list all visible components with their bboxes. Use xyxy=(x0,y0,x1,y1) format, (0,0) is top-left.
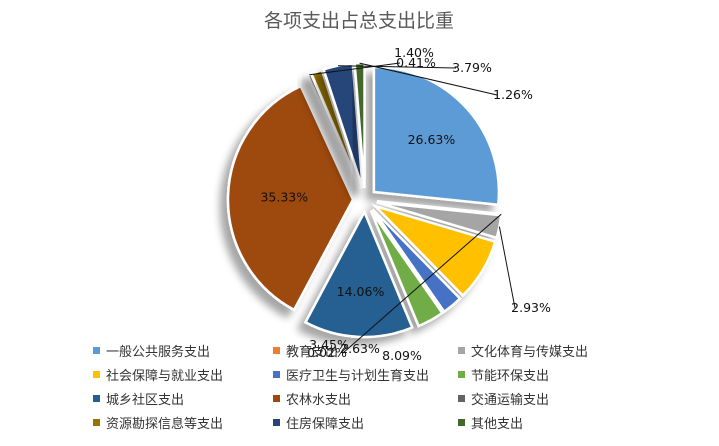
legend-label: 医疗卫生与计划生育支出 xyxy=(286,368,429,384)
data-label-8: 35.33% xyxy=(260,190,308,205)
legend-item-2: 教育支出 xyxy=(273,344,338,360)
legend-swatch xyxy=(93,395,100,402)
legend-item-3: 文化体育与传媒支出 xyxy=(458,344,588,360)
leader-line-3 xyxy=(498,226,516,309)
leader-line-12 xyxy=(359,62,498,96)
data-labels: 26.63% 0.02% 2.93% 8.09%2.63%3.45% 14.06% 35.… xyxy=(260,45,551,363)
legend-item-9: 交通运输支出 xyxy=(458,392,549,408)
pie-slice-4 xyxy=(371,203,497,298)
legend-swatch xyxy=(273,347,280,354)
data-label-5: 2.63% xyxy=(340,341,380,356)
chart-title: 各项支出占总支出比重 xyxy=(264,10,454,32)
data-label-10: 1.40% xyxy=(394,45,434,60)
legend-swatch xyxy=(458,395,465,402)
pie-slice-10 xyxy=(309,68,362,190)
legend-swatch xyxy=(273,419,280,426)
legend-swatch xyxy=(93,371,100,378)
data-label-9: 0.41% xyxy=(396,55,436,70)
legend-label: 交通运输支出 xyxy=(471,392,549,408)
legend-item-7: 城乡社区支出 xyxy=(93,392,184,408)
legend-swatch xyxy=(458,371,465,378)
data-label-12: 1.26% xyxy=(493,87,533,102)
leader-lines xyxy=(309,62,516,354)
legend-label: 社会保障与就业支出 xyxy=(106,368,223,384)
data-label-7: 14.06% xyxy=(337,284,385,299)
leader-line-9 xyxy=(309,62,401,76)
legend-item-8: 农林水支出 xyxy=(273,393,351,408)
legend-label: 资源勘探信息等支出 xyxy=(106,416,223,432)
pie-slice-1 xyxy=(372,65,501,207)
legend-label: 一般公共服务支出 xyxy=(106,344,210,360)
legend-label: 农林水支出 xyxy=(286,393,351,408)
legend-label: 节能环保支出 xyxy=(471,369,549,384)
legend-item-12: 其他支出 xyxy=(458,417,523,432)
legend-label: 住房保障支出 xyxy=(286,416,364,432)
legend-label: 城乡社区支出 xyxy=(106,392,184,408)
leader-line-2 xyxy=(342,213,502,354)
legend-item-10: 资源勘探信息等支出 xyxy=(93,416,223,432)
legend-swatch xyxy=(273,371,280,378)
data-label-11: 3.79% xyxy=(452,60,492,75)
data-label-2: 0.02% xyxy=(307,345,347,360)
legend-swatch xyxy=(458,419,465,426)
legend-label: 其他支出 xyxy=(471,417,523,432)
pie-slice-5 xyxy=(371,208,462,314)
legend-swatch xyxy=(273,395,280,402)
legend-item-6: 节能环保支出 xyxy=(458,369,549,384)
legend-swatch xyxy=(93,347,100,354)
pie-slice-7 xyxy=(303,209,414,339)
data-label-1: 26.63% xyxy=(408,132,456,147)
data-label-6: 3.45% xyxy=(309,337,349,352)
legend-label: 教育支出 xyxy=(286,344,338,360)
data-label-4: 8.09% xyxy=(382,348,422,363)
data-label-3: 2.93% xyxy=(511,300,551,315)
legend-label: 文化体育与传媒支出 xyxy=(471,344,588,360)
legend-item-5: 医疗卫生与计划生育支出 xyxy=(273,368,429,384)
pie-slice-6 xyxy=(369,209,445,328)
pie-slice-12 xyxy=(353,61,366,189)
legend-swatch xyxy=(93,419,100,426)
legend-item-11: 住房保障支出 xyxy=(273,416,364,432)
legend-item-4: 社会保障与就业支出 xyxy=(93,368,223,384)
legend-swatch xyxy=(458,347,465,354)
pie-slice-8 xyxy=(226,84,355,312)
leader-line-11 xyxy=(337,65,457,69)
legend-item-1: 一般公共服务支出 xyxy=(93,344,210,360)
